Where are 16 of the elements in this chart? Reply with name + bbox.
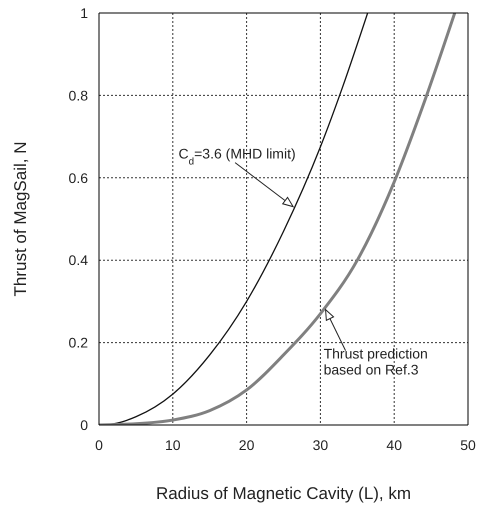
annotation: C$_{d}$=3.6 (MHD limit) <box>178 146 296 168</box>
annotation: Thrust prediction based on Ref.3 <box>324 346 428 378</box>
x-tick-label: 40 <box>386 436 402 453</box>
y-tick-label: 0.4 <box>68 252 88 268</box>
y-tick-label: 1 <box>80 4 88 21</box>
y-tick-label: 0 <box>80 416 88 433</box>
y-tick-label: 0.6 <box>68 170 88 186</box>
x-tick-label: 0 <box>95 436 104 453</box>
x-tick-label: 20 <box>238 436 255 453</box>
x-tick-label: 10 <box>165 436 181 453</box>
x-tick-label: 50 <box>460 436 476 453</box>
x-tick-label: 30 <box>312 436 328 453</box>
y-tick-label: 0.2 <box>68 334 88 351</box>
y-tick-label: 0.8 <box>68 87 88 104</box>
x-axis-title: Radius of Magnetic Cavity (L), km <box>156 484 412 503</box>
y-axis-title: Thrust of MagSail, N <box>11 142 30 296</box>
